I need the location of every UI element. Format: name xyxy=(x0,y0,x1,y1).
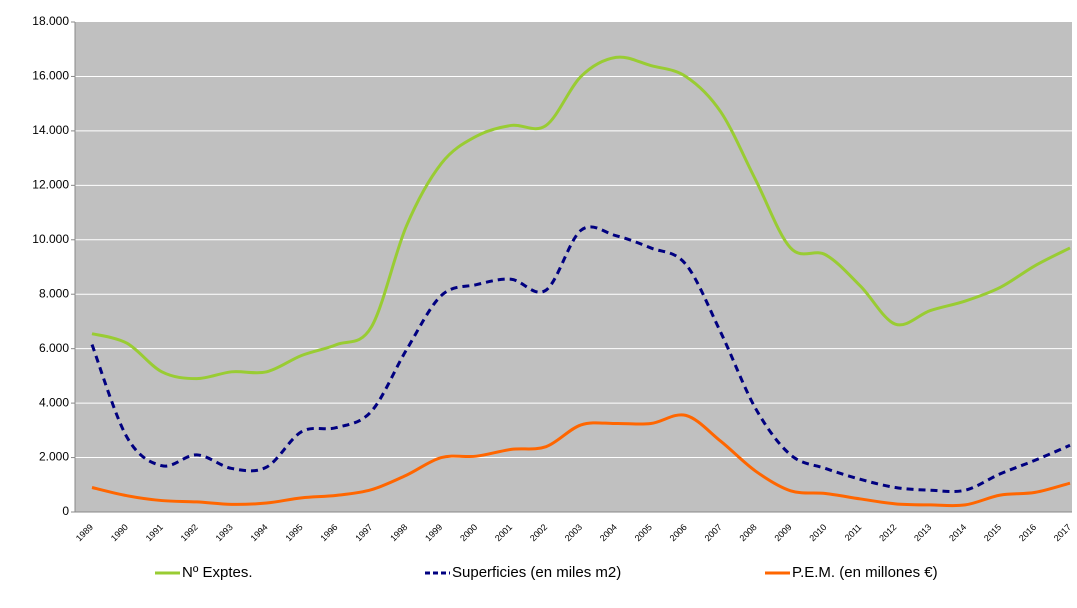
y-tick-label: 14.000 xyxy=(32,123,69,137)
x-tick-label: 1993 xyxy=(214,522,235,543)
x-tick-label: 2017 xyxy=(1052,522,1073,543)
y-tick-label: 16.000 xyxy=(32,69,69,83)
x-tick-label: 1998 xyxy=(388,522,409,543)
line-series xyxy=(91,413,1071,508)
x-tick-label: 2014 xyxy=(947,522,968,543)
y-tick-label: 12.000 xyxy=(32,178,69,192)
x-tick-label: 2005 xyxy=(633,522,654,543)
x-tick-label: 2000 xyxy=(458,522,479,543)
x-tick-label: 1995 xyxy=(283,522,304,543)
x-tick-label: 2015 xyxy=(982,522,1003,543)
legend-label: Superficies (en miles m2) xyxy=(452,564,621,581)
plot-area xyxy=(75,22,1072,512)
x-tick-label: 2009 xyxy=(772,522,793,543)
y-tick-label: 6.000 xyxy=(39,341,69,355)
y-tick-label: 8.000 xyxy=(39,286,69,300)
x-tick-label: 1996 xyxy=(318,522,339,543)
x-tick-label: 1997 xyxy=(353,522,374,543)
x-tick-label: 2012 xyxy=(877,522,898,543)
x-tick-label: 1991 xyxy=(144,522,165,543)
y-tick-label: 10.000 xyxy=(32,232,69,246)
legend-label: P.E.M. (en millones €) xyxy=(792,564,938,581)
x-tick-label: 2008 xyxy=(738,522,759,543)
x-tick-label: 2003 xyxy=(563,522,584,543)
x-tick-label: 2006 xyxy=(668,522,689,543)
x-tick-label: 2004 xyxy=(598,522,619,543)
y-tick-label: 2.000 xyxy=(39,450,69,464)
x-tick-label: 2016 xyxy=(1017,522,1038,543)
x-tick-label: 2011 xyxy=(843,522,864,543)
x-tick-label: 1994 xyxy=(249,522,270,543)
x-tick-label: 1992 xyxy=(179,522,200,543)
x-tick-label: 2013 xyxy=(912,522,933,543)
legend-label: Nº Exptes. xyxy=(182,564,253,581)
x-tick-label: 2001 xyxy=(493,522,514,543)
line-series xyxy=(91,55,1071,381)
x-tick-label: 1999 xyxy=(423,522,444,543)
x-tick-label: 1989 xyxy=(74,522,95,543)
x-tick-label: 2002 xyxy=(528,522,549,543)
y-tick-label: 0 xyxy=(62,504,69,518)
y-tick-label: 4.000 xyxy=(39,395,69,409)
x-tick-label: 2010 xyxy=(807,522,828,543)
x-tick-label: 2007 xyxy=(703,522,724,543)
x-tick-label: 1990 xyxy=(109,522,130,543)
line-series xyxy=(90,225,1071,494)
y-tick-label: 18.000 xyxy=(32,14,69,28)
